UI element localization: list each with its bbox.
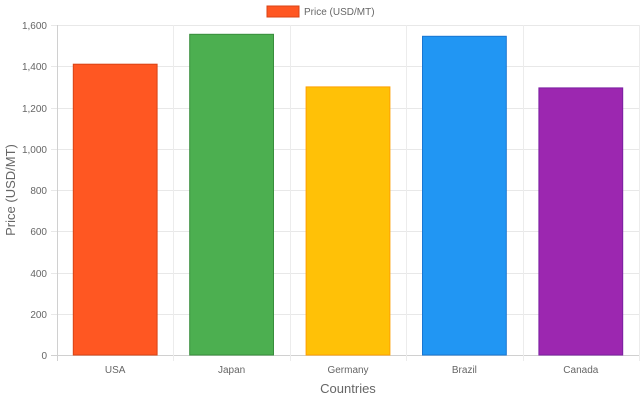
y-axis-title: Price (USD/MT) <box>3 144 18 236</box>
y-tick-label: 0 <box>41 351 47 362</box>
y-tick-label: 800 <box>30 186 47 197</box>
x-axis-title: Countries <box>320 381 376 396</box>
bar-usa[interactable] <box>72 63 158 356</box>
bar-brazil[interactable] <box>422 35 507 356</box>
x-tick-label-germany: Germany <box>327 365 368 376</box>
bar-germany[interactable] <box>305 86 391 356</box>
axes: 0 200 400 600 800 1,000 1,200 1,400 1,600 USA Japa… <box>22 21 599 376</box>
legend-label: Price (USD/MT) <box>304 7 375 18</box>
legend-swatch <box>266 5 300 18</box>
bar-canada[interactable] <box>538 87 624 356</box>
y-tick-label: 400 <box>30 269 47 280</box>
y-tick-label: 600 <box>30 227 47 238</box>
x-tick-label-canada: Canada <box>563 365 598 376</box>
bar-japan[interactable] <box>189 33 274 356</box>
legend[interactable]: Price (USD/MT) <box>266 5 375 18</box>
y-tick-label: 200 <box>30 310 47 321</box>
x-tick-label-usa: USA <box>105 365 126 376</box>
x-tick-label-japan: Japan <box>218 365 245 376</box>
y-tick-label: 1,600 <box>22 21 47 32</box>
bars <box>72 33 624 356</box>
y-tick-label: 1,400 <box>22 62 47 73</box>
y-tick-label: 1,200 <box>22 104 47 115</box>
x-tick-label-brazil: Brazil <box>452 365 477 376</box>
y-tick-label: 1,000 <box>22 145 47 156</box>
